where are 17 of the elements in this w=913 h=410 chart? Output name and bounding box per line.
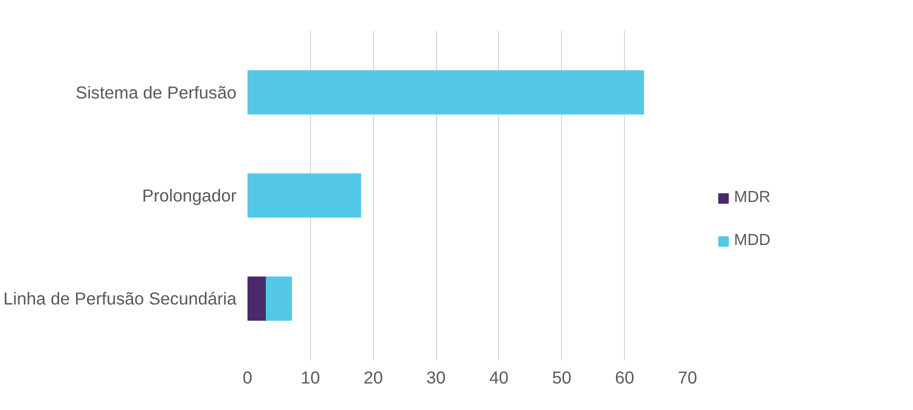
y-tick-label: Sistema de Perfusão (76, 82, 237, 102)
x-tick-label: 40 (489, 368, 509, 388)
bar (248, 173, 362, 218)
x-tick-label: 60 (615, 368, 634, 388)
x-tick-label: 70 (678, 368, 698, 388)
bar (248, 70, 644, 115)
y-tick-label: Linha de Perfusão Secundária (3, 288, 237, 309)
x-tick-label: 50 (552, 368, 572, 388)
legend-label: MDD (734, 232, 770, 250)
legend-label: MDR (734, 189, 770, 207)
x-tick-label: 20 (364, 368, 383, 388)
x-tick-label: 10 (300, 368, 320, 388)
x-tick-label: 30 (426, 368, 446, 388)
y-tick-label: Prolongador (142, 186, 237, 206)
bar (248, 276, 267, 321)
bar (266, 276, 292, 321)
x-tick-label: 0 (242, 368, 252, 388)
